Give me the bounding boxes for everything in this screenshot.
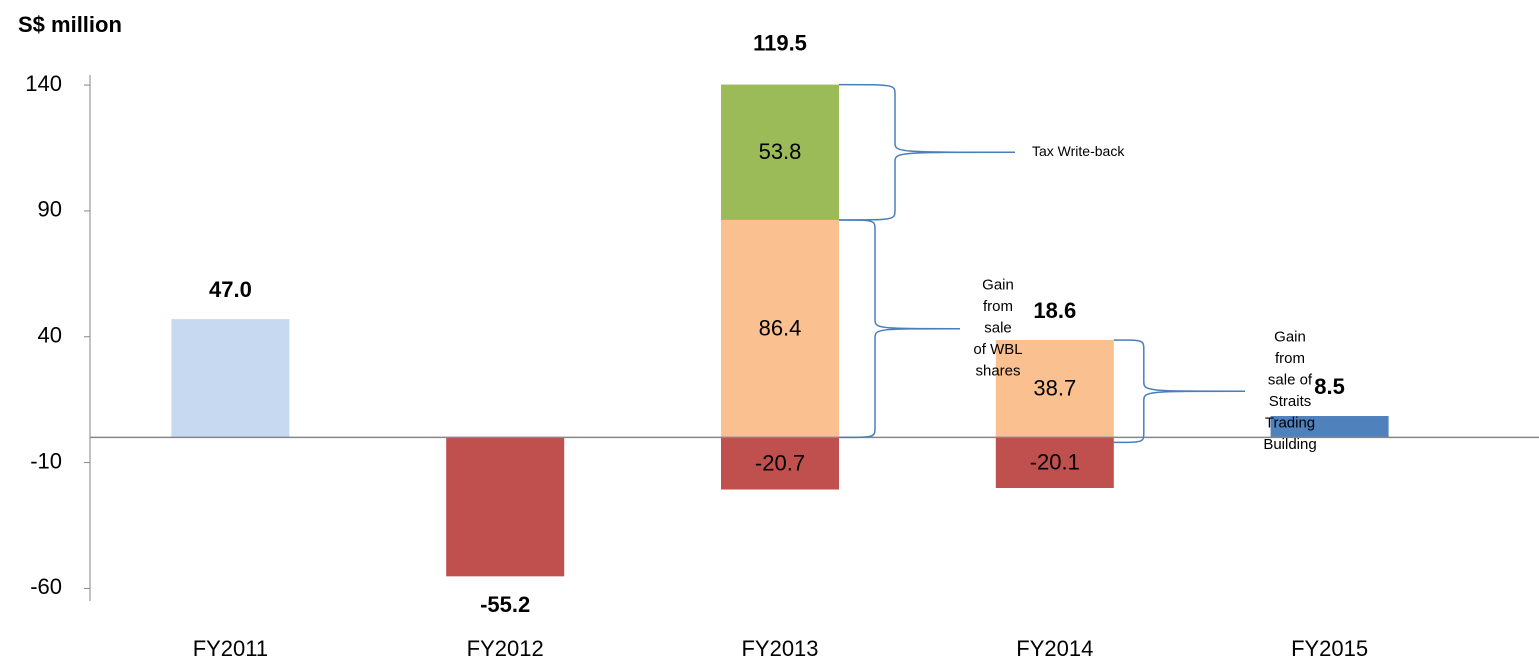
- annotation-text: Trading: [1265, 414, 1315, 431]
- total-label: 8.5: [1314, 374, 1345, 399]
- bar-segment: [446, 437, 565, 577]
- total-label: 119.5: [753, 30, 807, 55]
- y-axis-title: S$ million: [18, 12, 122, 37]
- segment-label: -20.1: [1030, 450, 1080, 475]
- y-tick-label: 90: [38, 197, 62, 222]
- y-tick-label: 40: [38, 323, 62, 348]
- annotation-text: from: [1275, 350, 1305, 367]
- y-tick-label: -60: [30, 574, 62, 599]
- y-tick-label: -10: [30, 448, 62, 473]
- bar-segment: [721, 437, 839, 490]
- annotation-text: sale of: [1268, 371, 1313, 388]
- total-label: -55.2: [480, 592, 530, 617]
- x-tick-label: FY2013: [741, 636, 818, 661]
- annotation-text: from: [983, 298, 1013, 315]
- annotation-text: Straits: [1269, 393, 1312, 410]
- annotation-text: shares: [975, 363, 1020, 380]
- annotation-text: Gain: [982, 277, 1014, 294]
- y-tick-label: 140: [25, 71, 62, 96]
- bar-segment: [721, 219, 839, 438]
- x-tick-label: FY2014: [1016, 636, 1093, 661]
- brace: [1113, 339, 1246, 444]
- segment-label: -20.7: [755, 450, 805, 475]
- x-tick-label: FY2011: [193, 636, 268, 661]
- bar-segment: [721, 84, 839, 220]
- annotation-text: Tax Write-back: [1032, 143, 1125, 159]
- x-tick-label: FY2012: [467, 636, 544, 661]
- x-tick-label: FY2015: [1291, 636, 1368, 661]
- annotation-text: Building: [1263, 436, 1316, 453]
- annotation-text: of WBL: [973, 341, 1022, 358]
- brace: [838, 83, 1016, 221]
- segment-label: 86.4: [759, 316, 802, 341]
- segment-label: 38.7: [1033, 376, 1076, 401]
- annotation-text: Gain: [1274, 328, 1306, 345]
- bar-segment: [995, 437, 1114, 488]
- total-label: 18.6: [1033, 298, 1076, 323]
- bar-segment: [995, 340, 1114, 438]
- bar-segment: [1270, 416, 1389, 438]
- brace: [838, 219, 961, 439]
- segment-label: 53.8: [759, 139, 802, 164]
- bar-segment: [171, 319, 290, 438]
- total-label: 47.0: [209, 277, 252, 302]
- annotation-text: sale: [984, 320, 1012, 337]
